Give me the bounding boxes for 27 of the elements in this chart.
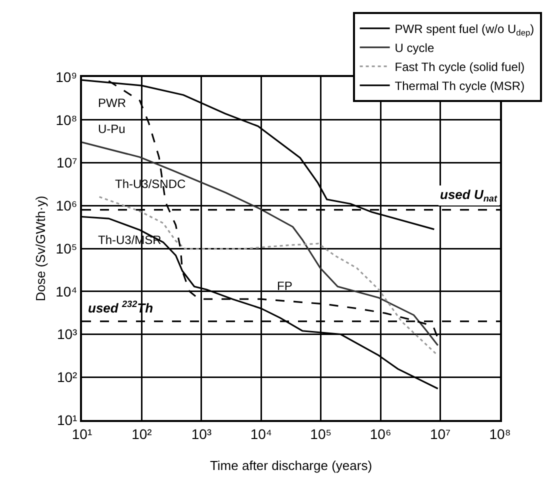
y-tick-label: 10² [56, 369, 78, 386]
annotation: U-Pu [98, 122, 126, 136]
x-tick-label: 10⁴ [250, 426, 272, 442]
ref-line-label: used U$_{nat}$ [440, 187, 498, 204]
x-tick-label: 10³ [191, 426, 212, 442]
x-axis-title: Time after discharge (years) [210, 458, 372, 473]
x-tick-label: 10¹ [72, 426, 92, 442]
y-tick-label: 10⁷ [56, 154, 78, 171]
y-tick-label: 10⁴ [56, 283, 78, 300]
x-tick-label: 10⁷ [430, 426, 451, 442]
legend-label: Thermal Th cycle (MSR) [394, 79, 525, 94]
y-tick-label: 10³ [56, 326, 78, 342]
x-tick-label: 10⁵ [310, 426, 332, 442]
x-tick-label: 10⁸ [489, 426, 511, 442]
y-tick-label: 10⁵ [56, 240, 78, 256]
y-axis-title: Dose (Sv/GWth·y) [33, 196, 48, 302]
y-tick-label: 10⁸ [56, 112, 78, 128]
legend-label: Fast Th cycle (solid fuel) [394, 60, 525, 74]
x-tick-label: 10⁶ [370, 426, 392, 442]
y-tick-label: 10⁶ [56, 198, 78, 214]
y-tick-label: 10⁹ [56, 68, 78, 85]
legend-label: PWR spent fuel (w/o U$_{dep}$) [394, 22, 534, 38]
annotation: PWR [98, 96, 126, 110]
annotation: FP [277, 279, 292, 293]
x-tick-label: 10² [132, 426, 152, 442]
y-tick-label: 10¹ [56, 412, 78, 428]
legend-label: U cycle [394, 41, 434, 56]
